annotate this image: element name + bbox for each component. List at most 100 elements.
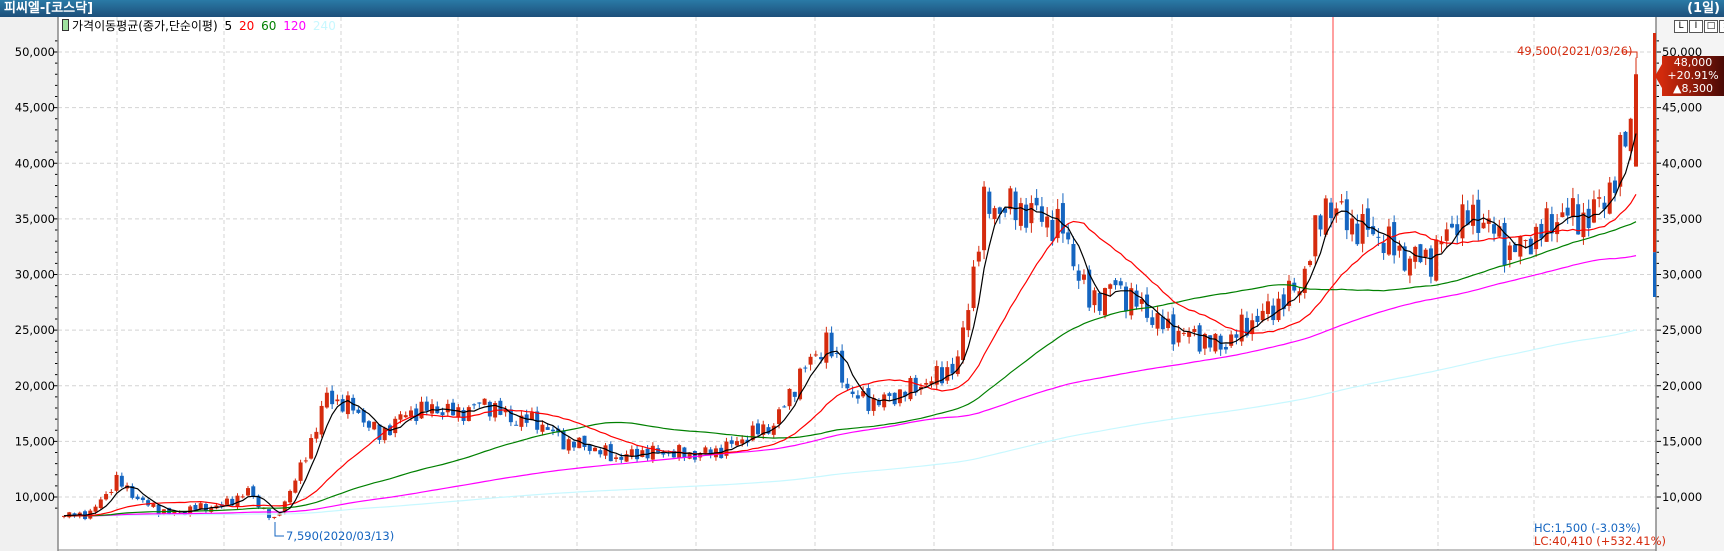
y-tick-label-left: 10,000 bbox=[15, 490, 55, 504]
current-price: 48,000 bbox=[1673, 56, 1713, 69]
candle-body bbox=[1350, 218, 1355, 235]
candle-body bbox=[472, 404, 477, 406]
restore-button[interactable]: I bbox=[1689, 20, 1703, 33]
candle-body bbox=[240, 496, 245, 498]
candle-body bbox=[587, 444, 592, 451]
left-axis-panel bbox=[0, 17, 58, 551]
candle-body bbox=[540, 424, 545, 432]
candle-body bbox=[971, 266, 976, 308]
candle-body bbox=[1371, 226, 1376, 235]
candle-body bbox=[1492, 224, 1497, 234]
candle-body bbox=[251, 486, 256, 497]
legend-ma20: 20 bbox=[238, 19, 255, 33]
candle-body bbox=[1481, 222, 1486, 229]
candle-body bbox=[777, 409, 782, 424]
candle-body bbox=[1339, 201, 1344, 203]
candle-body bbox=[1597, 197, 1602, 199]
candle-body bbox=[361, 409, 366, 423]
y-tick-label-left: 15,000 bbox=[15, 434, 55, 448]
candle-body bbox=[398, 414, 403, 420]
candle-body bbox=[729, 440, 734, 444]
candle-body bbox=[146, 500, 151, 506]
candle-body bbox=[887, 393, 892, 396]
candle-body bbox=[1034, 197, 1039, 206]
candle-body bbox=[1155, 313, 1160, 329]
candle-body bbox=[671, 450, 676, 458]
candle-body bbox=[813, 354, 818, 356]
y-tick-label-right: 10,000 bbox=[1662, 490, 1702, 504]
candle-body bbox=[451, 402, 456, 416]
lc-label: LC:40,410 (+532.41%) bbox=[1534, 534, 1666, 548]
candle-body bbox=[1502, 222, 1507, 266]
candle-body bbox=[1581, 212, 1586, 238]
candle-body bbox=[1234, 334, 1239, 338]
candle-body bbox=[382, 427, 387, 441]
candle-body bbox=[288, 490, 293, 503]
candle-body bbox=[855, 395, 860, 399]
maximize-button[interactable]: □ bbox=[1704, 20, 1718, 33]
candle-body bbox=[93, 506, 98, 512]
candle-body bbox=[1134, 290, 1139, 307]
candle-body bbox=[834, 352, 839, 354]
period-low-label: 7,590(2020/03/13) bbox=[286, 529, 395, 543]
candle-body bbox=[556, 428, 561, 433]
candle-body bbox=[561, 430, 566, 450]
candle-body bbox=[582, 435, 587, 447]
candle-body bbox=[845, 383, 850, 389]
y-tick-label-right: 20,000 bbox=[1662, 379, 1702, 393]
candle-body bbox=[619, 456, 624, 460]
candle-body bbox=[787, 388, 792, 407]
candle-body bbox=[750, 425, 755, 441]
candle-body bbox=[771, 425, 776, 435]
candle-body bbox=[324, 392, 329, 408]
candle-body bbox=[740, 439, 745, 444]
ma60-line bbox=[64, 221, 1637, 517]
candle-body bbox=[1413, 246, 1418, 262]
candle-body bbox=[997, 207, 1002, 214]
period-label[interactable]: (1일) bbox=[1687, 1, 1720, 16]
candle-body bbox=[1360, 213, 1365, 244]
minimize-button[interactable]: L bbox=[1674, 20, 1688, 33]
candle-body bbox=[1418, 244, 1423, 263]
candle-body bbox=[408, 410, 413, 417]
candle-body bbox=[882, 394, 887, 408]
candle-body bbox=[1376, 236, 1381, 238]
y-tick-label-right: 30,000 bbox=[1662, 268, 1702, 282]
legend-ma120: 120 bbox=[283, 19, 307, 33]
candle-body bbox=[1455, 224, 1460, 236]
high-marker-arrow bbox=[1622, 51, 1638, 58]
candle-body bbox=[819, 357, 824, 360]
candle-body bbox=[1392, 222, 1397, 256]
current-change-pct: +20.91% bbox=[1667, 69, 1719, 82]
candle-body bbox=[330, 390, 335, 405]
candle-body bbox=[571, 441, 576, 448]
candle-body bbox=[198, 503, 203, 509]
legend-ma60: 60 bbox=[261, 19, 277, 33]
candle-body bbox=[1628, 118, 1633, 152]
candle-body bbox=[766, 427, 771, 434]
y-tick-label-left: 50,000 bbox=[15, 45, 55, 59]
candle-body bbox=[1449, 223, 1454, 228]
candle-body bbox=[1507, 245, 1512, 260]
y-tick-label-left: 20,000 bbox=[15, 379, 55, 393]
candle-body bbox=[1471, 204, 1476, 226]
candle-body bbox=[1171, 314, 1176, 345]
candle-body bbox=[1460, 204, 1465, 239]
candle-body bbox=[1439, 241, 1444, 245]
candle-body bbox=[708, 449, 713, 456]
candle-body bbox=[987, 191, 992, 214]
candle-body bbox=[1097, 293, 1102, 311]
candle-body bbox=[1187, 331, 1192, 337]
candle-body bbox=[692, 450, 697, 460]
close-button[interactable]: × bbox=[1719, 20, 1724, 33]
candle-body bbox=[1423, 249, 1428, 257]
indicator-toggle[interactable] bbox=[62, 19, 69, 31]
candle-body bbox=[945, 367, 950, 381]
candle-body bbox=[661, 452, 666, 455]
candle-body bbox=[424, 401, 429, 411]
ma-legend: 가격이동평균(종가,단순이평) 5 20 60 120 240 bbox=[62, 18, 339, 34]
candle-body bbox=[1208, 335, 1213, 348]
candle-body bbox=[1060, 203, 1065, 234]
candle-body bbox=[1323, 198, 1328, 235]
